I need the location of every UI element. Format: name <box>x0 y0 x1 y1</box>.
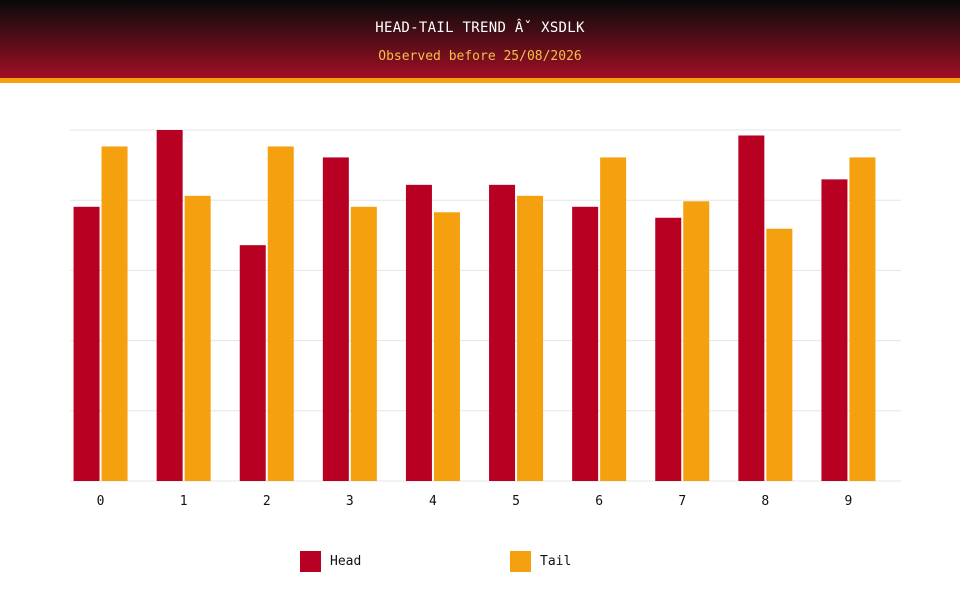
x-tick-label: 3 <box>346 494 354 509</box>
bar-tail-1 <box>184 195 211 481</box>
bar-tail-5 <box>517 195 544 481</box>
bar-tail-9 <box>849 157 876 481</box>
bar-tail-6 <box>600 157 627 481</box>
bar-head-7 <box>655 217 682 481</box>
header-accent-stripe <box>0 78 960 83</box>
legend-item-head: Head <box>300 550 361 572</box>
x-tick-label: 5 <box>512 494 520 509</box>
x-tick-label: 4 <box>429 494 437 509</box>
legend-label-head: Head <box>330 553 362 569</box>
legend-swatch-tail <box>510 550 531 572</box>
x-tick-label: 0 <box>97 494 105 509</box>
chart-subtitle: Observed before 25/08/2026 <box>378 49 582 64</box>
bar-head-3 <box>322 157 349 481</box>
bar-head-9 <box>821 179 848 481</box>
bar-head-4 <box>405 184 432 481</box>
bar-head-1 <box>156 130 183 481</box>
legend-label-tail: Tail <box>540 553 572 569</box>
legend-swatch-head <box>300 550 321 572</box>
x-tick-label: 6 <box>595 494 603 509</box>
x-tick-label: 7 <box>678 494 686 509</box>
chart-legend: Head Tail <box>0 550 960 572</box>
bar-tail-7 <box>683 201 710 481</box>
bar-head-2 <box>239 245 266 481</box>
bar-tail-4 <box>433 212 460 481</box>
bar-head-5 <box>489 184 516 481</box>
chart-title: HEAD-TAIL TREND Âˇ XSDLK <box>375 20 585 36</box>
legend-item-tail: Tail <box>510 550 571 572</box>
bar-tail-2 <box>267 146 294 481</box>
x-tick-label: 2 <box>263 494 271 509</box>
chart-header: HEAD-TAIL TREND Âˇ XSDLK Observed before… <box>0 0 960 78</box>
bar-head-0 <box>73 206 100 481</box>
bar-tail-8 <box>766 228 793 481</box>
bar-tail-0 <box>101 146 128 481</box>
x-tick-label: 1 <box>180 494 188 509</box>
x-tick-label: 8 <box>761 494 769 509</box>
bar-head-6 <box>572 206 599 481</box>
bar-head-8 <box>738 135 765 481</box>
x-tick-label: 9 <box>845 494 853 509</box>
bar-tail-3 <box>350 206 377 481</box>
